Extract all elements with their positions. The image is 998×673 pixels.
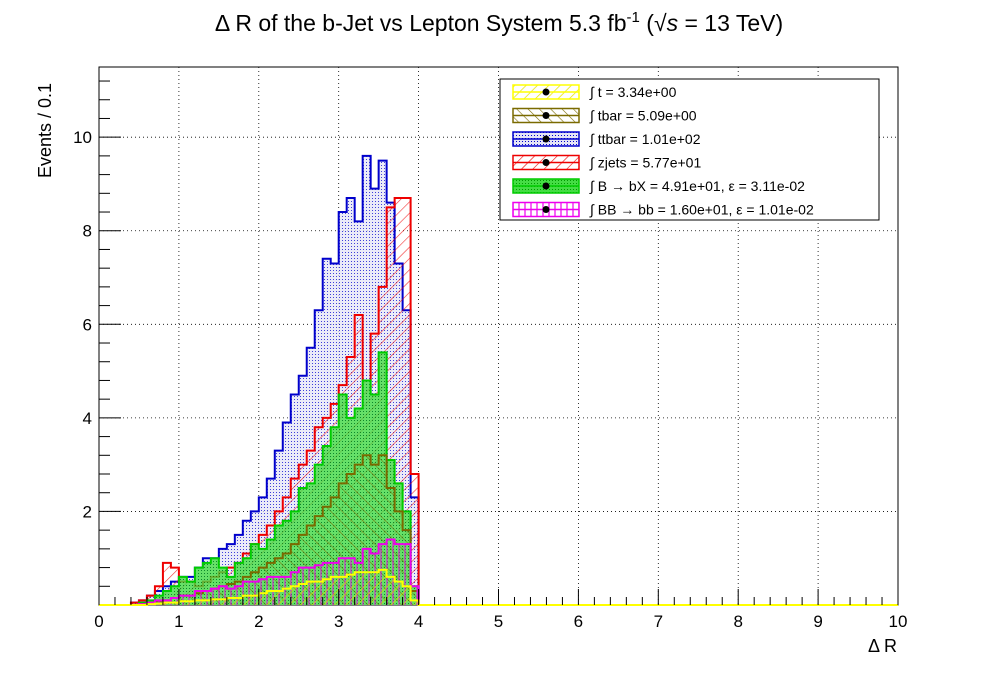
legend-entry: ∫ tbar = 5.09e+00 bbox=[512, 108, 697, 124]
legend-label: ∫ BB → bb = 1.60e+01, ε = 1.01e-02 bbox=[589, 202, 814, 218]
x-tick-label: 9 bbox=[813, 612, 822, 631]
axes: 0 1 2 3 4 5 6 7 8 9 10 2 4 6 8 10 bbox=[73, 80, 908, 631]
legend-marker bbox=[542, 112, 550, 119]
chart-title: Δ R of the b-Jet vs Lepton System 5.3 fb… bbox=[215, 9, 783, 36]
legend-entry: ∫ ttbar = 1.01e+02 bbox=[512, 131, 701, 147]
x-tick-label: 4 bbox=[414, 612, 423, 631]
legend-marker bbox=[542, 88, 550, 96]
title-paren: ( bbox=[640, 10, 654, 36]
legend-marker bbox=[542, 206, 550, 213]
legend-marker bbox=[542, 159, 550, 166]
x-tick-label: 5 bbox=[494, 612, 503, 631]
x-tick-label: 7 bbox=[654, 612, 663, 631]
series-line bbox=[99, 196, 898, 606]
legend-entry: ∫ B → bX = 4.91e+01, ε = 3.11e-02 bbox=[512, 178, 805, 194]
x-tick-label: 0 bbox=[94, 612, 103, 631]
title-sqrt: √ bbox=[654, 10, 667, 36]
x-tick-label: 2 bbox=[254, 612, 263, 631]
legend-entry: ∫ BB → bb = 1.60e+01, ε = 1.01e-02 bbox=[512, 202, 814, 218]
legend-label: ∫ zjets = 5.77e+01 bbox=[589, 155, 701, 171]
legend: ∫ t = 3.34e+00 ∫ tbar = 5.09e+00 ∫ ttbar =… bbox=[499, 78, 880, 221]
title-superscript: -1 bbox=[627, 9, 640, 26]
title-main: Δ R of the b-Jet vs Lepton System 5.3 fb bbox=[215, 10, 627, 36]
series-fill bbox=[99, 569, 898, 605]
legend-entry: ∫ zjets = 5.77e+01 bbox=[512, 155, 701, 171]
series-line bbox=[99, 351, 898, 606]
y-axis-label: Events / 0.1 bbox=[35, 83, 55, 178]
x-tick-label: 6 bbox=[574, 612, 583, 631]
y-tick-label: 8 bbox=[83, 222, 92, 241]
legend-label: ∫ ttbar = 1.01e+02 bbox=[589, 131, 701, 147]
legend-label: ∫ t = 3.34e+00 bbox=[589, 84, 677, 100]
y-tick-label: 10 bbox=[73, 128, 92, 147]
legend-box bbox=[499, 78, 880, 221]
x-tick-label: 10 bbox=[889, 612, 908, 631]
y-tick-label: 6 bbox=[83, 315, 92, 334]
series-line bbox=[99, 538, 898, 606]
x-axis-label: Δ R bbox=[868, 636, 897, 656]
legend-label: ∫ tbar = 5.09e+00 bbox=[589, 108, 697, 124]
title-energy: = 13 TeV) bbox=[678, 10, 783, 36]
y-tick-label: 2 bbox=[83, 502, 92, 521]
y-tick-label: 4 bbox=[83, 409, 92, 428]
x-tick-label: 3 bbox=[334, 612, 343, 631]
x-tick-label: 1 bbox=[174, 612, 183, 631]
legend-marker bbox=[542, 182, 550, 190]
legend-label: ∫ B → bX = 4.91e+01, ε = 3.11e-02 bbox=[589, 178, 805, 194]
title-s: s bbox=[667, 10, 679, 36]
legend-marker bbox=[542, 135, 550, 143]
x-tick-label: 8 bbox=[733, 612, 742, 631]
legend-entry: ∫ t = 3.34e+00 bbox=[512, 84, 677, 100]
